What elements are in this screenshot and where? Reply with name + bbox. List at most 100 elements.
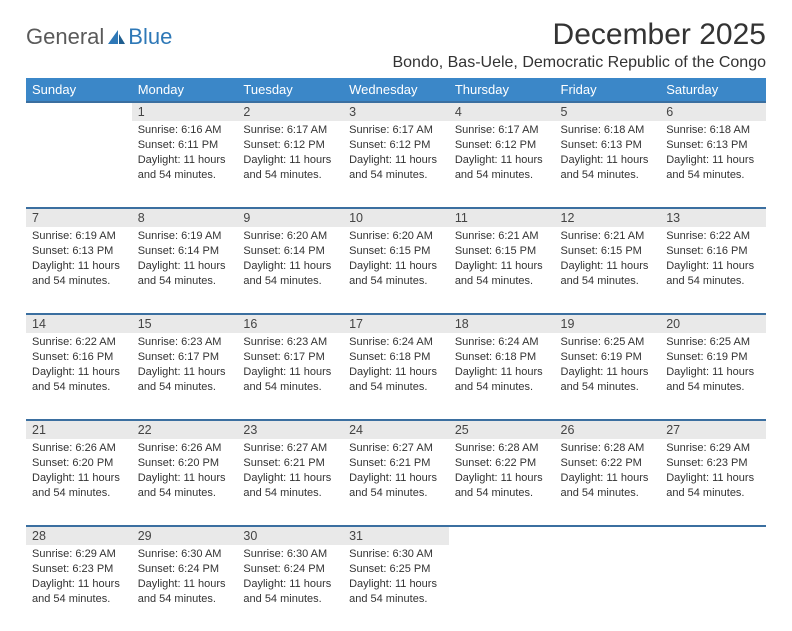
brand-sail-icon <box>106 28 126 46</box>
sunset-line: Sunset: 6:17 PM <box>138 350 232 365</box>
day-number: 30 <box>237 525 343 545</box>
sunrise-line: Sunrise: 6:17 AM <box>349 123 443 138</box>
daylight-line: Daylight: 11 hours and 54 minutes. <box>138 471 232 501</box>
day-number: 20 <box>660 313 766 333</box>
weekday-header: Thursday <box>449 78 555 101</box>
day-number-cell: 26 <box>555 419 661 439</box>
brand-part2: Blue <box>128 24 172 50</box>
sunrise-line: Sunrise: 6:30 AM <box>243 547 337 562</box>
day-number-cell: 29 <box>132 525 238 545</box>
sunrise-line: Sunrise: 6:19 AM <box>138 229 232 244</box>
day-body: Sunrise: 6:27 AMSunset: 6:21 PMDaylight:… <box>237 439 343 506</box>
day-number: 19 <box>555 313 661 333</box>
sunrise-line: Sunrise: 6:27 AM <box>349 441 443 456</box>
sunrise-line: Sunrise: 6:18 AM <box>666 123 760 138</box>
daylight-line: Daylight: 11 hours and 54 minutes. <box>349 153 443 183</box>
day-body-cell: Sunrise: 6:21 AMSunset: 6:15 PMDaylight:… <box>555 227 661 313</box>
day-number: 16 <box>237 313 343 333</box>
month-title: December 2025 <box>392 18 766 52</box>
sunset-line: Sunset: 6:13 PM <box>32 244 126 259</box>
day-number: 17 <box>343 313 449 333</box>
daylight-line: Daylight: 11 hours and 54 minutes. <box>561 471 655 501</box>
sunrise-line: Sunrise: 6:17 AM <box>243 123 337 138</box>
day-number: 2 <box>237 101 343 121</box>
sunset-line: Sunset: 6:15 PM <box>349 244 443 259</box>
day-body-cell: Sunrise: 6:21 AMSunset: 6:15 PMDaylight:… <box>449 227 555 313</box>
day-body-cell: Sunrise: 6:28 AMSunset: 6:22 PMDaylight:… <box>555 439 661 525</box>
week-daynum-row: 78910111213 <box>26 207 766 227</box>
day-body: Sunrise: 6:23 AMSunset: 6:17 PMDaylight:… <box>237 333 343 400</box>
day-number <box>555 525 661 545</box>
day-number: 23 <box>237 419 343 439</box>
daylight-line: Daylight: 11 hours and 54 minutes. <box>455 259 549 289</box>
daylight-line: Daylight: 11 hours and 54 minutes. <box>243 365 337 395</box>
day-number: 22 <box>132 419 238 439</box>
day-number: 10 <box>343 207 449 227</box>
week-daynum-row: 21222324252627 <box>26 419 766 439</box>
weekday-header: Friday <box>555 78 661 101</box>
day-number: 3 <box>343 101 449 121</box>
sunset-line: Sunset: 6:24 PM <box>138 562 232 577</box>
day-body: Sunrise: 6:26 AMSunset: 6:20 PMDaylight:… <box>26 439 132 506</box>
day-number: 15 <box>132 313 238 333</box>
day-body-cell: Sunrise: 6:16 AMSunset: 6:11 PMDaylight:… <box>132 121 238 207</box>
weekday-header: Saturday <box>660 78 766 101</box>
day-number-cell: 7 <box>26 207 132 227</box>
week-daynum-row: 123456 <box>26 101 766 121</box>
sunset-line: Sunset: 6:12 PM <box>349 138 443 153</box>
sunset-line: Sunset: 6:19 PM <box>666 350 760 365</box>
day-number-cell <box>26 101 132 121</box>
day-body-cell: Sunrise: 6:25 AMSunset: 6:19 PMDaylight:… <box>555 333 661 419</box>
day-body-cell: Sunrise: 6:18 AMSunset: 6:13 PMDaylight:… <box>660 121 766 207</box>
day-number-cell: 23 <box>237 419 343 439</box>
day-body-cell: Sunrise: 6:23 AMSunset: 6:17 PMDaylight:… <box>132 333 238 419</box>
day-number: 6 <box>660 101 766 121</box>
day-body: Sunrise: 6:25 AMSunset: 6:19 PMDaylight:… <box>660 333 766 400</box>
sunset-line: Sunset: 6:21 PM <box>243 456 337 471</box>
day-number-cell: 17 <box>343 313 449 333</box>
day-body-cell: Sunrise: 6:30 AMSunset: 6:24 PMDaylight:… <box>237 545 343 631</box>
day-body: Sunrise: 6:28 AMSunset: 6:22 PMDaylight:… <box>555 439 661 506</box>
sunrise-line: Sunrise: 6:28 AM <box>455 441 549 456</box>
day-body-cell: Sunrise: 6:27 AMSunset: 6:21 PMDaylight:… <box>343 439 449 525</box>
day-body-cell: Sunrise: 6:20 AMSunset: 6:15 PMDaylight:… <box>343 227 449 313</box>
day-body-cell: Sunrise: 6:20 AMSunset: 6:14 PMDaylight:… <box>237 227 343 313</box>
sunrise-line: Sunrise: 6:22 AM <box>32 335 126 350</box>
daylight-line: Daylight: 11 hours and 54 minutes. <box>243 153 337 183</box>
day-number-cell: 11 <box>449 207 555 227</box>
week-body-row: Sunrise: 6:29 AMSunset: 6:23 PMDaylight:… <box>26 545 766 631</box>
calendar-table: Sunday Monday Tuesday Wednesday Thursday… <box>26 78 766 631</box>
sunset-line: Sunset: 6:12 PM <box>243 138 337 153</box>
daylight-line: Daylight: 11 hours and 54 minutes. <box>455 153 549 183</box>
daylight-line: Daylight: 11 hours and 54 minutes. <box>243 259 337 289</box>
day-body: Sunrise: 6:27 AMSunset: 6:21 PMDaylight:… <box>343 439 449 506</box>
week-body-row: Sunrise: 6:19 AM Sunset: 6:13 PM Daylight:… <box>26 227 766 313</box>
brand-logo: General Blue <box>26 18 172 50</box>
day-body: Sunrise: 6:30 AMSunset: 6:24 PMDaylight:… <box>237 545 343 612</box>
day-number <box>660 525 766 545</box>
week-body-row: Sunrise: 6:26 AMSunset: 6:20 PMDaylight:… <box>26 439 766 525</box>
daylight-line: Daylight: 11 hours and 54 minutes. <box>666 365 760 395</box>
location-line: Bondo, Bas-Uele, Democratic Republic of … <box>392 54 766 72</box>
weekday-header-row: Sunday Monday Tuesday Wednesday Thursday… <box>26 78 766 101</box>
day-body-cell: Sunrise: 6:30 AMSunset: 6:24 PMDaylight:… <box>132 545 238 631</box>
sunset-line: Sunset: 6:18 PM <box>455 350 549 365</box>
day-body-cell: Sunrise: 6:19 AMSunset: 6:14 PMDaylight:… <box>132 227 238 313</box>
day-body-cell: Sunrise: 6:19 AMSunset: 6:13 PMDaylight:… <box>26 227 132 313</box>
sunset-line: Sunset: 6:22 PM <box>561 456 655 471</box>
sunset-line: Sunset: 6:16 PM <box>666 244 760 259</box>
day-number-cell: 9 <box>237 207 343 227</box>
daylight-line: Daylight: 11 hours and 54 minutes. <box>349 365 443 395</box>
weekday-header: Sunday <box>26 78 132 101</box>
day-body-cell: Sunrise: 6:22 AMSunset: 6:16 PMDaylight:… <box>660 227 766 313</box>
daylight-line: Daylight: 11 hours and 54 minutes. <box>666 259 760 289</box>
sunset-line: Sunset: 6:22 PM <box>455 456 549 471</box>
day-number: 18 <box>449 313 555 333</box>
daylight-line: Daylight: 11 hours and 54 minutes. <box>243 577 337 607</box>
week-body-row: Sunrise: 6:22 AMSunset: 6:16 PMDaylight:… <box>26 333 766 419</box>
day-number: 9 <box>237 207 343 227</box>
day-body-cell: Sunrise: 6:18 AMSunset: 6:13 PMDaylight:… <box>555 121 661 207</box>
sunset-line: Sunset: 6:14 PM <box>138 244 232 259</box>
daylight-line: Daylight: 11 hours and 54 minutes. <box>455 365 549 395</box>
sunrise-line: Sunrise: 6:21 AM <box>455 229 549 244</box>
